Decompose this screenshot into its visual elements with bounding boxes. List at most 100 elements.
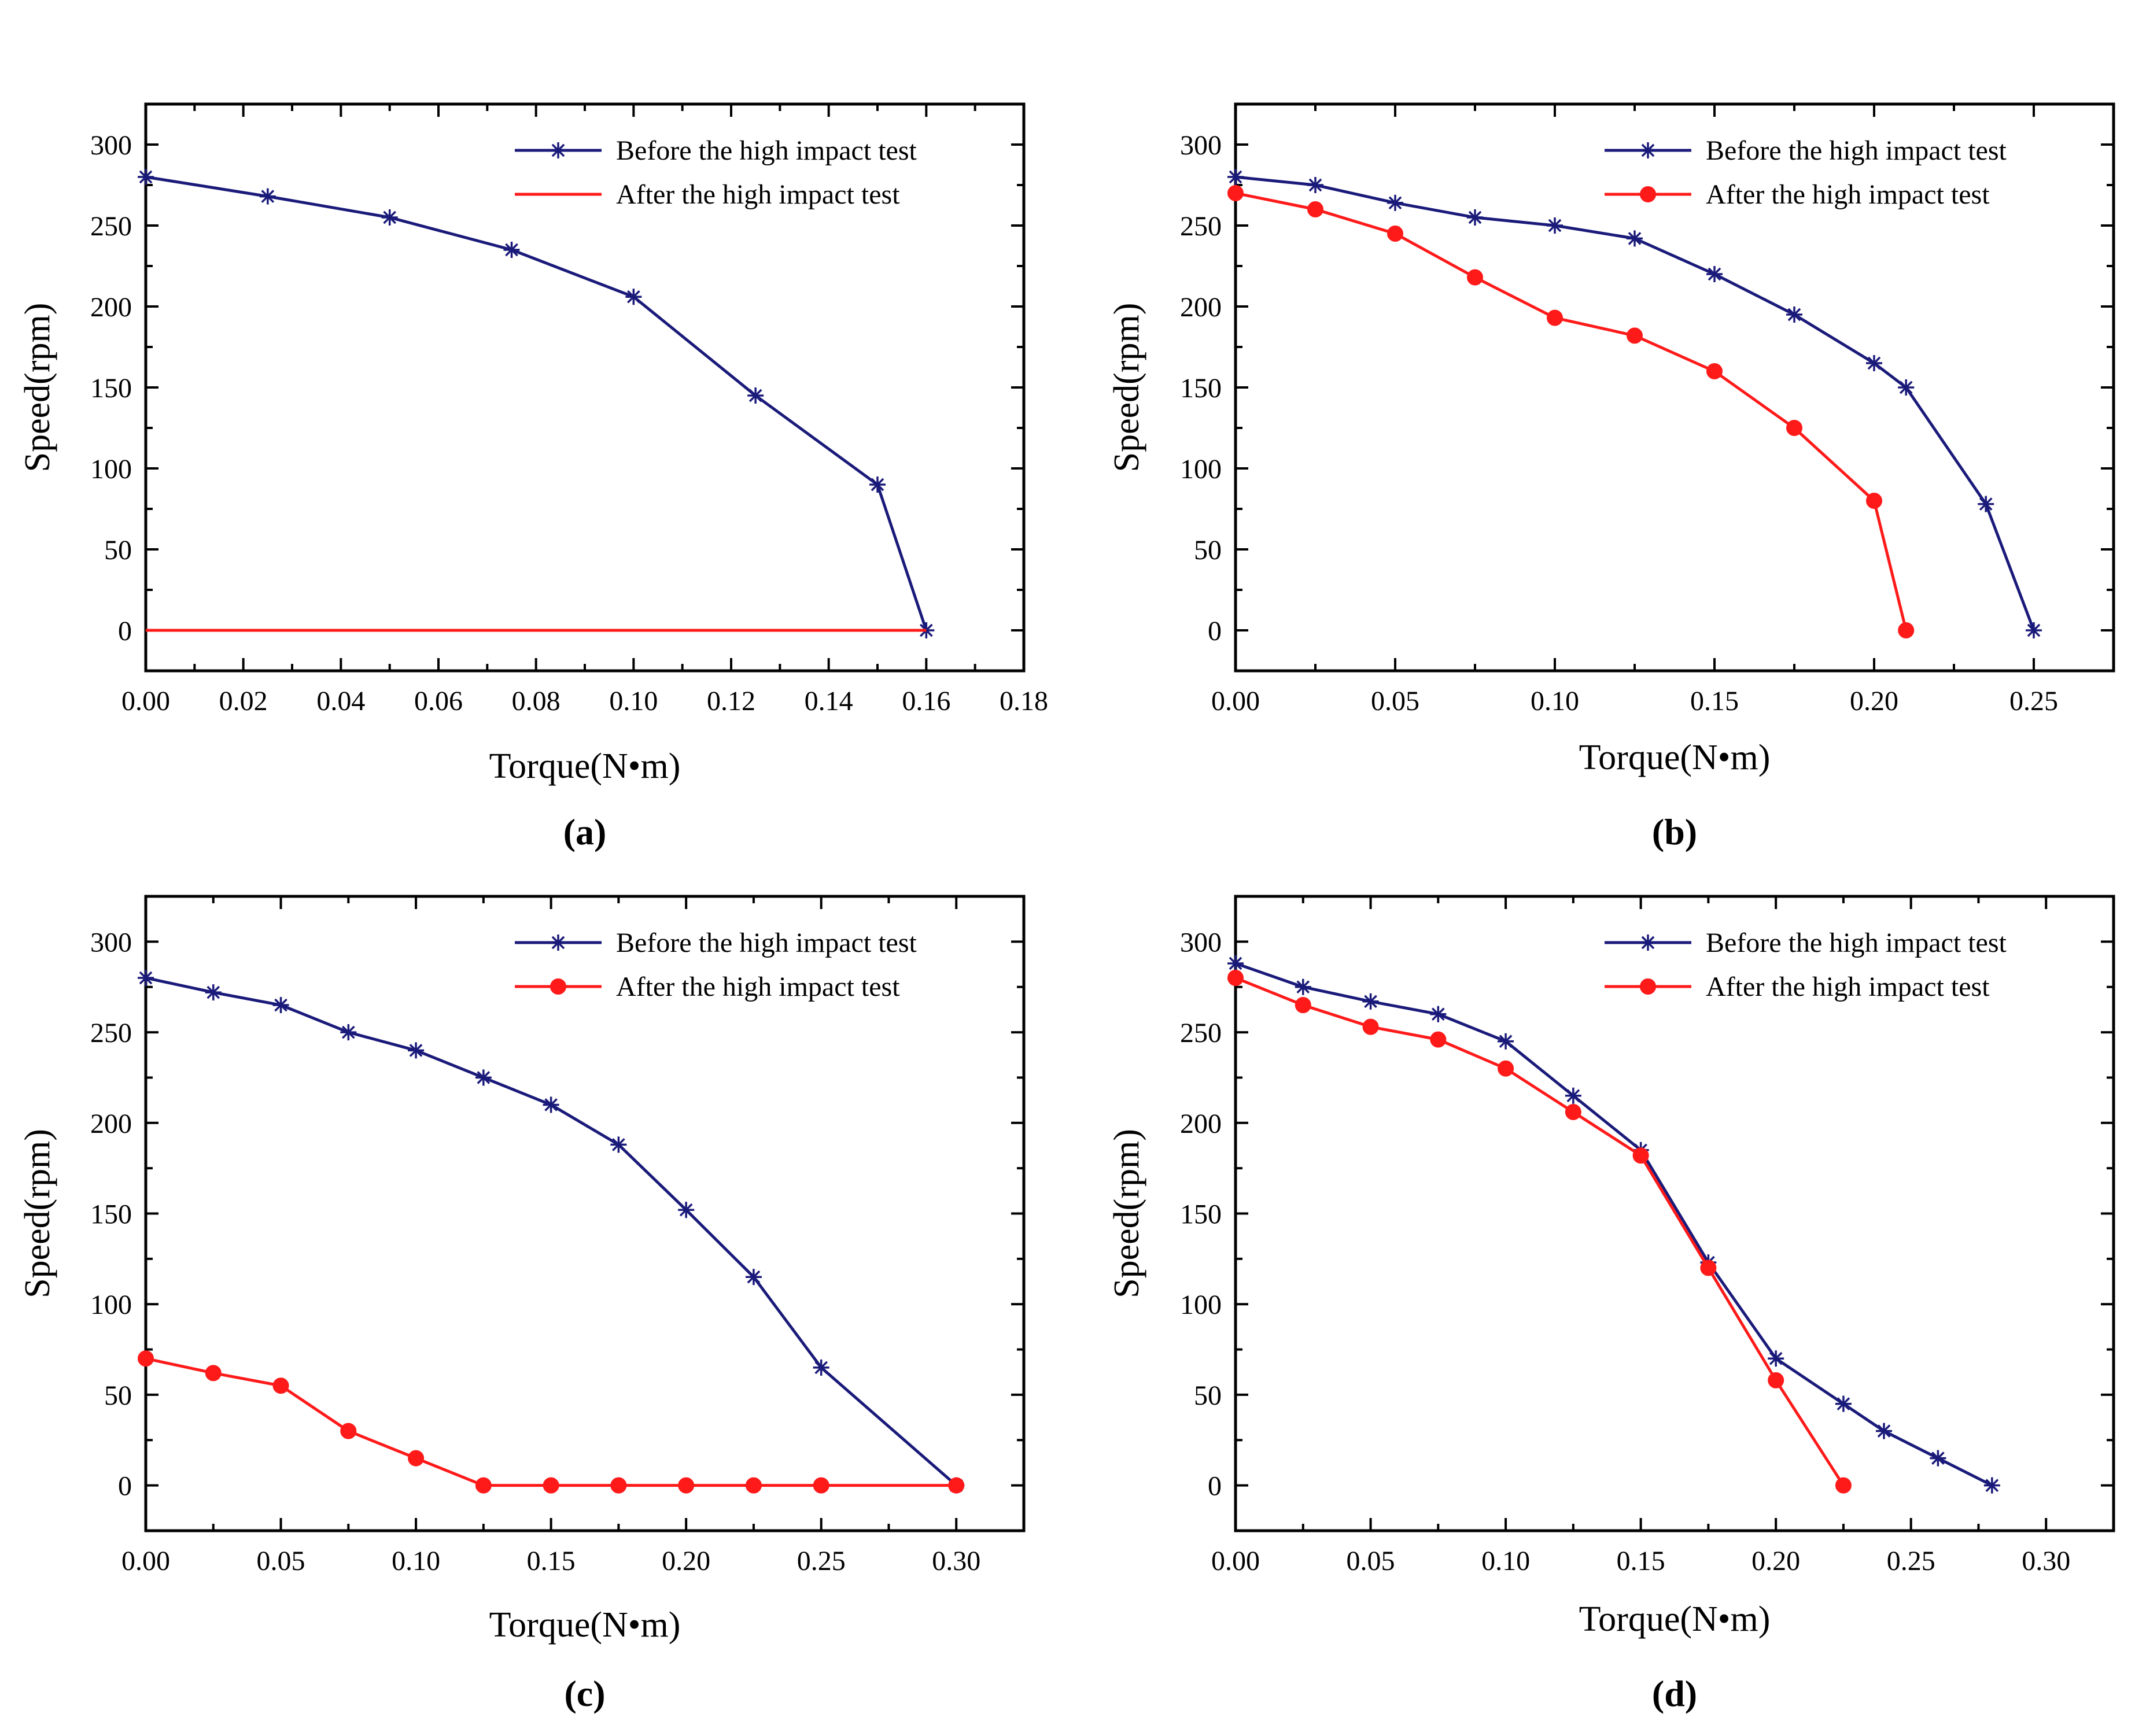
series-line	[1235, 976, 1845, 1486]
data-point-star	[1627, 230, 1643, 247]
legend-item: After the high impact test	[1605, 179, 1990, 210]
legend-label: After the high impact test	[1706, 972, 1990, 1002]
data-point-star	[1983, 1477, 2000, 1494]
series-line	[1235, 962, 1993, 1487]
data-point-star	[475, 1069, 492, 1086]
y-tick-label: 250	[1180, 1018, 1222, 1048]
data-point-star	[1467, 209, 1483, 226]
y-tick-label: 0	[1208, 616, 1222, 647]
x-tick-label: 0.20	[1751, 1546, 1800, 1576]
x-axis-title: Torque(N•m)	[1579, 1600, 1771, 1639]
series-before	[138, 970, 965, 1494]
y-tick-label: 100	[90, 1290, 132, 1320]
x-tick-label: 0.05	[1371, 686, 1419, 716]
data-point-circle	[1227, 970, 1244, 987]
x-tick-label: 0.25	[797, 1546, 846, 1576]
data-point-star	[1978, 496, 1994, 512]
x-tick-label: 0.15	[1617, 1546, 1665, 1576]
y-tick-label: 150	[1180, 1199, 1222, 1230]
y-tick-label: 150	[90, 373, 132, 404]
x-tick-label: 0.18	[1000, 686, 1048, 716]
data-point-star	[1930, 1450, 1946, 1467]
panel-label: (d)	[1652, 1673, 1697, 1714]
x-tick-label: 0.14	[805, 686, 853, 716]
x-tick-label: 0.20	[662, 1546, 710, 1576]
series-before	[1227, 955, 2000, 1494]
y-tick-label: 300	[90, 927, 132, 958]
data-point-circle	[1387, 226, 1403, 242]
y-axis-title: Speed(rpm)	[1107, 1129, 1146, 1298]
legend-label: Before the high impact test	[1706, 928, 2007, 958]
legend-label: Before the high impact test	[616, 928, 917, 958]
x-tick-label: 0.00	[1211, 1546, 1260, 1576]
data-point-star	[1866, 355, 1882, 371]
data-point-circle	[1547, 309, 1563, 326]
legend-item: Before the high impact test	[515, 135, 917, 166]
data-point-star	[1227, 955, 1244, 972]
data-point-circle	[475, 1477, 492, 1494]
x-tick-label: 0.08	[512, 686, 561, 716]
data-point-circle	[1467, 269, 1483, 286]
series-line	[145, 175, 928, 631]
data-point-circle	[1700, 1259, 1717, 1276]
data-point-star	[272, 997, 289, 1014]
y-tick-label: 0	[118, 616, 132, 647]
series-before	[138, 169, 935, 638]
data-point-circle	[1362, 1018, 1379, 1035]
y-tick-label: 250	[90, 1018, 132, 1048]
legend-item: Before the high impact test	[515, 928, 917, 958]
data-point-circle	[1898, 622, 1915, 638]
data-point-circle	[1768, 1372, 1784, 1388]
y-tick-label: 50	[104, 1380, 132, 1411]
x-tick-label: 0.16	[902, 686, 950, 716]
data-point-star	[1768, 1350, 1784, 1367]
data-point-star	[503, 242, 520, 258]
series-line	[1235, 191, 1908, 631]
x-tick-label: 0.00	[121, 1546, 170, 1576]
data-point-circle	[408, 1450, 425, 1467]
data-point-circle	[1632, 1147, 1649, 1164]
legend: Before the high impact test After the hig…	[515, 928, 917, 1002]
series-line	[145, 1357, 957, 1487]
y-tick-label: 50	[1194, 535, 1222, 566]
chart-panel-1: 0.00 0.02 0.04 0.06 0.08 0.10 0.12 0.14 0.16 0.18…	[18, 102, 1048, 852]
x-tick-label: 0.10	[1481, 1546, 1530, 1576]
x-tick-label: 0.06	[414, 686, 463, 716]
data-point-circle	[272, 1377, 289, 1394]
data-point-star	[205, 984, 222, 1001]
legend-marker-star	[550, 935, 566, 951]
data-point-star	[1227, 169, 1244, 185]
x-tick-label: 0.30	[2022, 1546, 2070, 1576]
y-axis-title: Speed(rpm)	[18, 1129, 57, 1298]
y-tick-label: 200	[1180, 292, 1222, 323]
y-tick-label: 100	[1180, 1290, 1222, 1320]
legend-marker-circle	[1640, 186, 1656, 202]
data-point-star	[259, 188, 276, 205]
data-point-circle	[1786, 420, 1802, 436]
x-tick-label: 0.00	[1211, 686, 1260, 716]
y-tick-label: 300	[90, 130, 132, 161]
legend-item: Before the high impact test	[1605, 135, 2007, 166]
panel-label: (b)	[1652, 811, 1697, 852]
x-tick-label: 0.25	[2009, 686, 2058, 716]
data-point-star	[340, 1024, 357, 1041]
legend-marker-star	[1640, 142, 1656, 158]
y-tick-label: 50	[104, 535, 132, 566]
data-point-circle	[1866, 493, 1882, 509]
legend-item: Before the high impact test	[1605, 928, 2007, 958]
y-tick-label: 300	[1180, 927, 1222, 958]
legend-marker-circle	[1640, 978, 1656, 995]
data-point-star	[1295, 978, 1311, 995]
chart-panel-3: 0.00 0.05 0.10 0.15 0.20 0.25 0.30 0 50 100 150 200…	[18, 895, 1026, 1714]
data-point-star	[1307, 177, 1323, 193]
data-point-star	[1387, 194, 1403, 211]
data-point-circle	[138, 1350, 154, 1367]
legend-label: Before the high impact test	[616, 135, 917, 166]
series-after	[1227, 185, 1915, 638]
y-tick-label: 50	[1194, 1380, 1222, 1411]
series-after	[1227, 970, 1852, 1494]
data-point-circle	[610, 1477, 627, 1494]
y-tick-label: 200	[90, 292, 132, 323]
y-axis-title: Speed(rpm)	[1107, 303, 1146, 472]
data-point-star	[1875, 1423, 1892, 1439]
